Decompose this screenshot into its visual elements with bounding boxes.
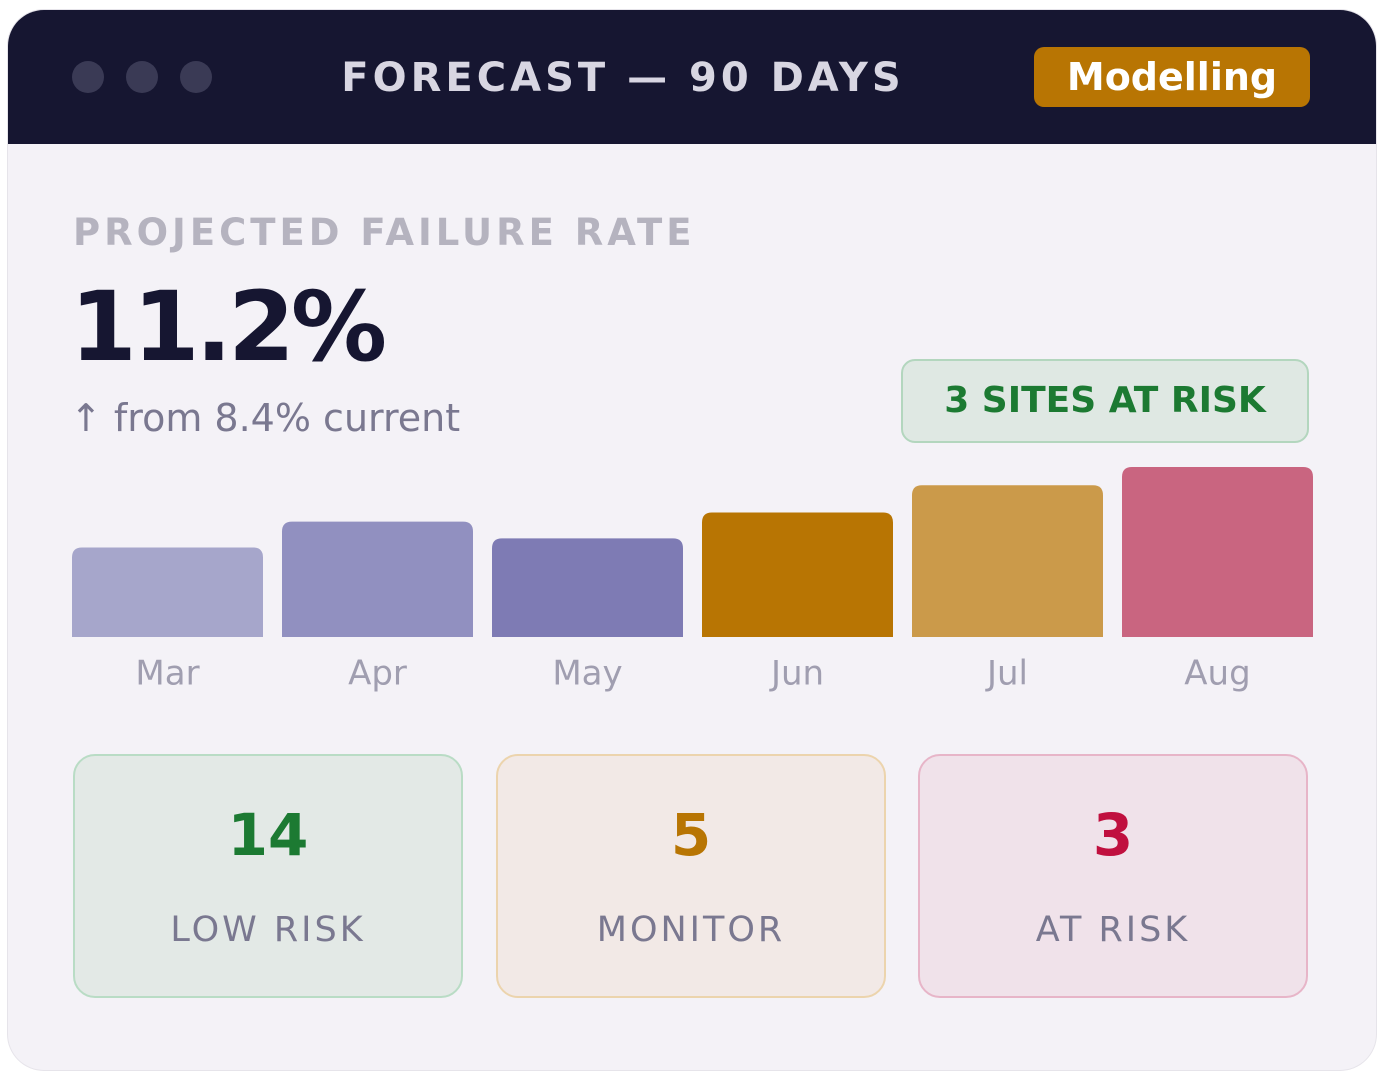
bar (492, 538, 683, 637)
window-dot[interactable] (72, 61, 104, 93)
bar (72, 547, 263, 637)
window-title: FORECAST — 90 DAYS (341, 55, 905, 101)
metric-label: PROJECTED FAILURE RATE (73, 211, 696, 254)
bar (702, 512, 893, 637)
summary-count: 3 (1092, 801, 1134, 869)
metric-value: 11.2% (70, 271, 387, 383)
x-tick-label: Aug (1184, 654, 1250, 694)
window-dot[interactable] (126, 61, 158, 93)
alert-pill: 3 SITES AT RISK (901, 359, 1309, 443)
summary-label: AT RISK (1035, 910, 1191, 950)
x-tick-label: Jun (769, 654, 824, 694)
metric-change: ↑ from 8.4% current (70, 396, 461, 440)
bar-chart: Mar Apr May Jun Jul Aug (72, 467, 1313, 694)
summary-box: 14 LOW RISK (73, 754, 463, 998)
summary-box: 5 MONITOR (496, 754, 886, 998)
x-tick-label: Mar (135, 654, 199, 694)
window-header: FORECAST — 90 DAYS Modelling (8, 10, 1376, 144)
x-tick-label: Apr (348, 654, 407, 694)
summary-label: MONITOR (596, 910, 786, 950)
bar (1122, 467, 1313, 637)
bar (282, 521, 473, 637)
x-tick-label: May (552, 654, 622, 694)
summary-count: 5 (670, 801, 712, 869)
summary-label: LOW RISK (170, 910, 366, 950)
summary-count: 14 (227, 801, 309, 869)
bar (912, 485, 1103, 637)
window-dot[interactable] (180, 61, 212, 93)
summary-box: 3 AT RISK (918, 754, 1308, 998)
x-tick-label: Jul (985, 654, 1028, 694)
status-badge: Modelling (1034, 47, 1310, 107)
forecast-card: FORECAST — 90 DAYS Modelling PROJECTED F… (8, 10, 1376, 1070)
